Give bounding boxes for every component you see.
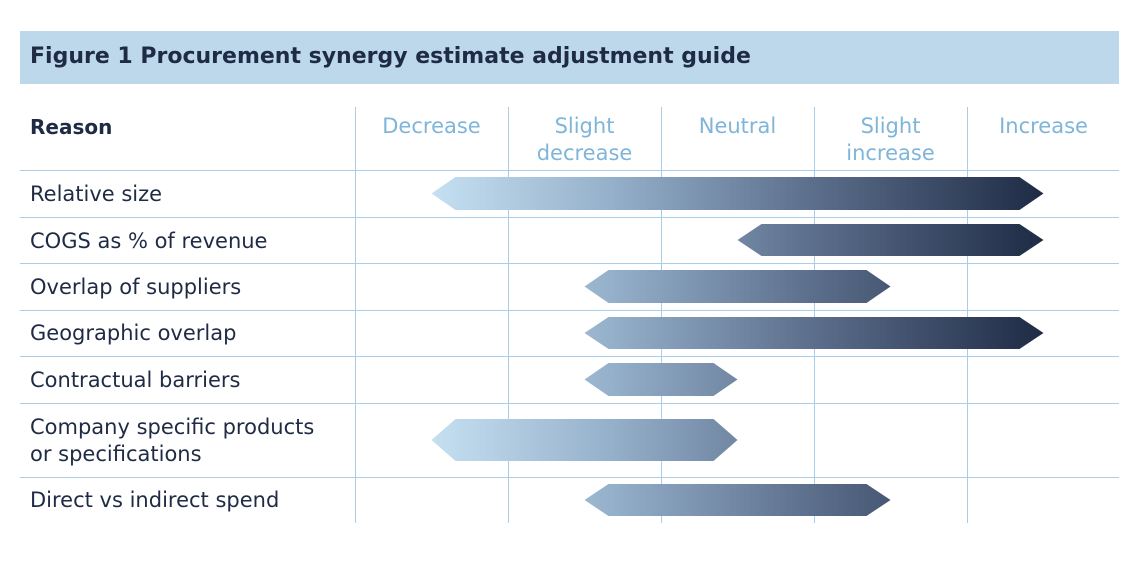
range-arrow	[584, 270, 891, 303]
range-arrow	[584, 484, 891, 516]
range-arrow	[431, 419, 738, 461]
row-label-overlap-suppliers: Overlap of suppliers	[30, 275, 242, 299]
header-slight-decrease: Slight decrease	[536, 114, 633, 165]
range-arrow	[584, 317, 1044, 349]
range-arrows	[431, 177, 1044, 516]
range-arrow	[737, 224, 1044, 256]
row-label-contractual-barriers: Contractual barriers	[30, 368, 241, 392]
header-reason: Reason	[30, 115, 113, 139]
row-label-relative-size: Relative size	[30, 182, 163, 206]
row-label-direct-indirect: Direct vs indirect spend	[30, 488, 280, 512]
header-slight-increase: Slight increase	[846, 114, 935, 165]
row-label-company-specific: Company specific products or specificatio…	[30, 415, 315, 466]
header-decrease: Decrease	[382, 114, 481, 138]
range-arrow	[431, 177, 1044, 210]
range-arrow	[584, 363, 738, 396]
row-label-cogs: COGS as % of revenue	[30, 229, 268, 253]
row-label-geographic-overlap: Geographic overlap	[30, 321, 237, 345]
grid-lines	[20, 107, 1119, 523]
header-neutral: Neutral	[698, 114, 777, 138]
header-increase: Increase	[999, 114, 1088, 138]
figure-title: Figure 1 Procurement synergy estimate ad…	[30, 44, 751, 69]
title-bar: Figure 1 Procurement synergy estimate ad…	[20, 31, 1119, 84]
